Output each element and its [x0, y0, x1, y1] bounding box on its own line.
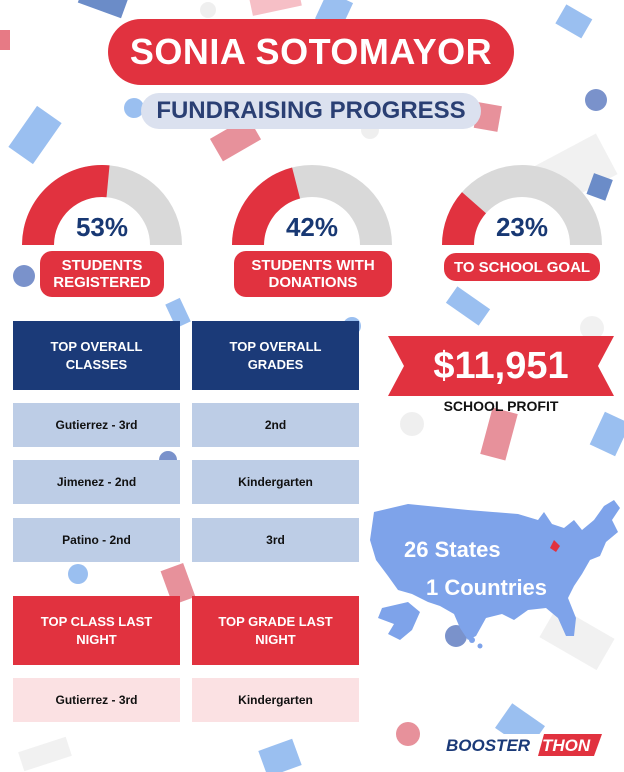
class-row-2: Jimenez - 2nd [13, 460, 180, 504]
school-goal-percent: 23% [495, 212, 549, 242]
school-profit-amount: $11,951 [433, 345, 569, 387]
states-count: 26 States [404, 537, 501, 562]
students-registered-percent: 53% [75, 212, 129, 242]
school-goal-label: TO SCHOOL GOAL [444, 253, 600, 281]
class-row-3: Patino - 2nd [13, 518, 180, 562]
gauge-track [442, 165, 602, 245]
grade-row-1: 2nd [192, 403, 359, 447]
grade-row-3: 3rd [192, 518, 359, 562]
students-registered-label: STUDENTS REGISTERED [40, 251, 164, 297]
students-with-donations-label: STUDENTS WITH DONATIONS [234, 251, 392, 297]
top-overall-grades-header: TOP OVERALL GRADES [192, 321, 359, 390]
svg-text:BOOSTER: BOOSTER [446, 736, 531, 755]
fundraising-progress-subtitle: FUNDRAISING PROGRESS [141, 93, 481, 129]
students-registered-gauge [22, 165, 182, 245]
svg-text:THON: THON [542, 736, 591, 755]
gauge-fill [232, 167, 301, 245]
countries-count: 1 Countries [426, 575, 548, 600]
boosterthon-logo: BOOSTER THON [442, 734, 602, 756]
top-class-last-night-header: TOP CLASS LAST NIGHT [13, 596, 180, 665]
class-row-1: Gutierrez - 3rd [13, 403, 180, 447]
top-grade-last-night-header: TOP GRADE LAST NIGHT [192, 596, 359, 665]
school-profit-label: SCHOOL PROFIT [443, 398, 559, 414]
gauge-fill [22, 165, 110, 245]
school-goal-gauge [442, 165, 602, 245]
students-with-donations-gauge [232, 165, 392, 245]
gauge-fill [442, 192, 486, 245]
profit-ribbon [388, 336, 614, 396]
grade-row-2: Kindergarten [192, 460, 359, 504]
students-with-donations-percent: 42% [285, 212, 339, 242]
top-class-last-night-row: Gutierrez - 3rd [13, 678, 180, 722]
top-grade-last-night-row: Kindergarten [192, 678, 359, 722]
school-name-title: SONIA SOTOMAYOR [108, 19, 514, 85]
top-overall-classes-header: TOP OVERALL CLASSES [13, 321, 180, 390]
usa-map-icon [370, 500, 620, 649]
